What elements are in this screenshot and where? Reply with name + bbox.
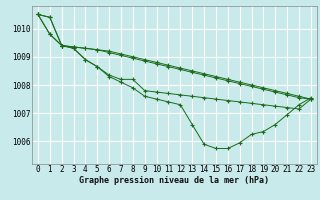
X-axis label: Graphe pression niveau de la mer (hPa): Graphe pression niveau de la mer (hPa) (79, 176, 269, 185)
